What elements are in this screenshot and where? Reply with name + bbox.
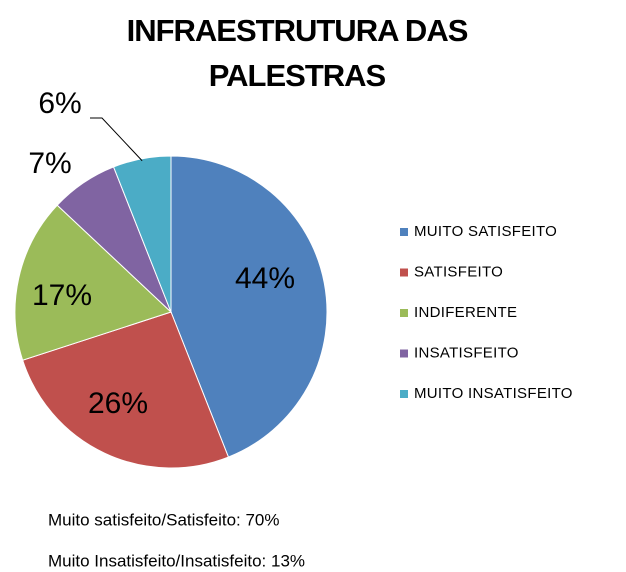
legend-label: SATISFEITO [414,263,503,280]
data-label: 6% [38,87,81,120]
legend-swatch [400,228,408,236]
legend-label: MUITO SATISFEITO [414,223,557,240]
legend-swatch [400,390,408,398]
pie-slice [14,204,172,361]
data-label: 17% [32,279,92,312]
data-label: 26% [88,387,148,420]
legend-swatch [400,268,408,277]
legend-label: INDIFERENTE [414,304,517,321]
pie-slice [112,155,172,313]
leader-line [90,117,143,162]
chart-title: INFRAESTRUTURA DAS [127,13,468,48]
annotation: Muito satisfeito/Satisfeito: 70% [48,510,280,529]
chart-title: PALESTRAS [209,58,386,93]
legend-label: INSATISFEITO [414,344,519,361]
legend-swatch [400,309,408,317]
legend-swatch [400,349,408,358]
pie-slice [170,155,328,458]
annotation: Muito Insatisfeito/Insatisfeito: 13% [48,551,305,570]
data-label: 44% [235,262,295,295]
pie-slice [22,311,230,469]
legend-label: MUITO INSATISFEITO [414,385,573,402]
data-label: 7% [28,147,71,180]
